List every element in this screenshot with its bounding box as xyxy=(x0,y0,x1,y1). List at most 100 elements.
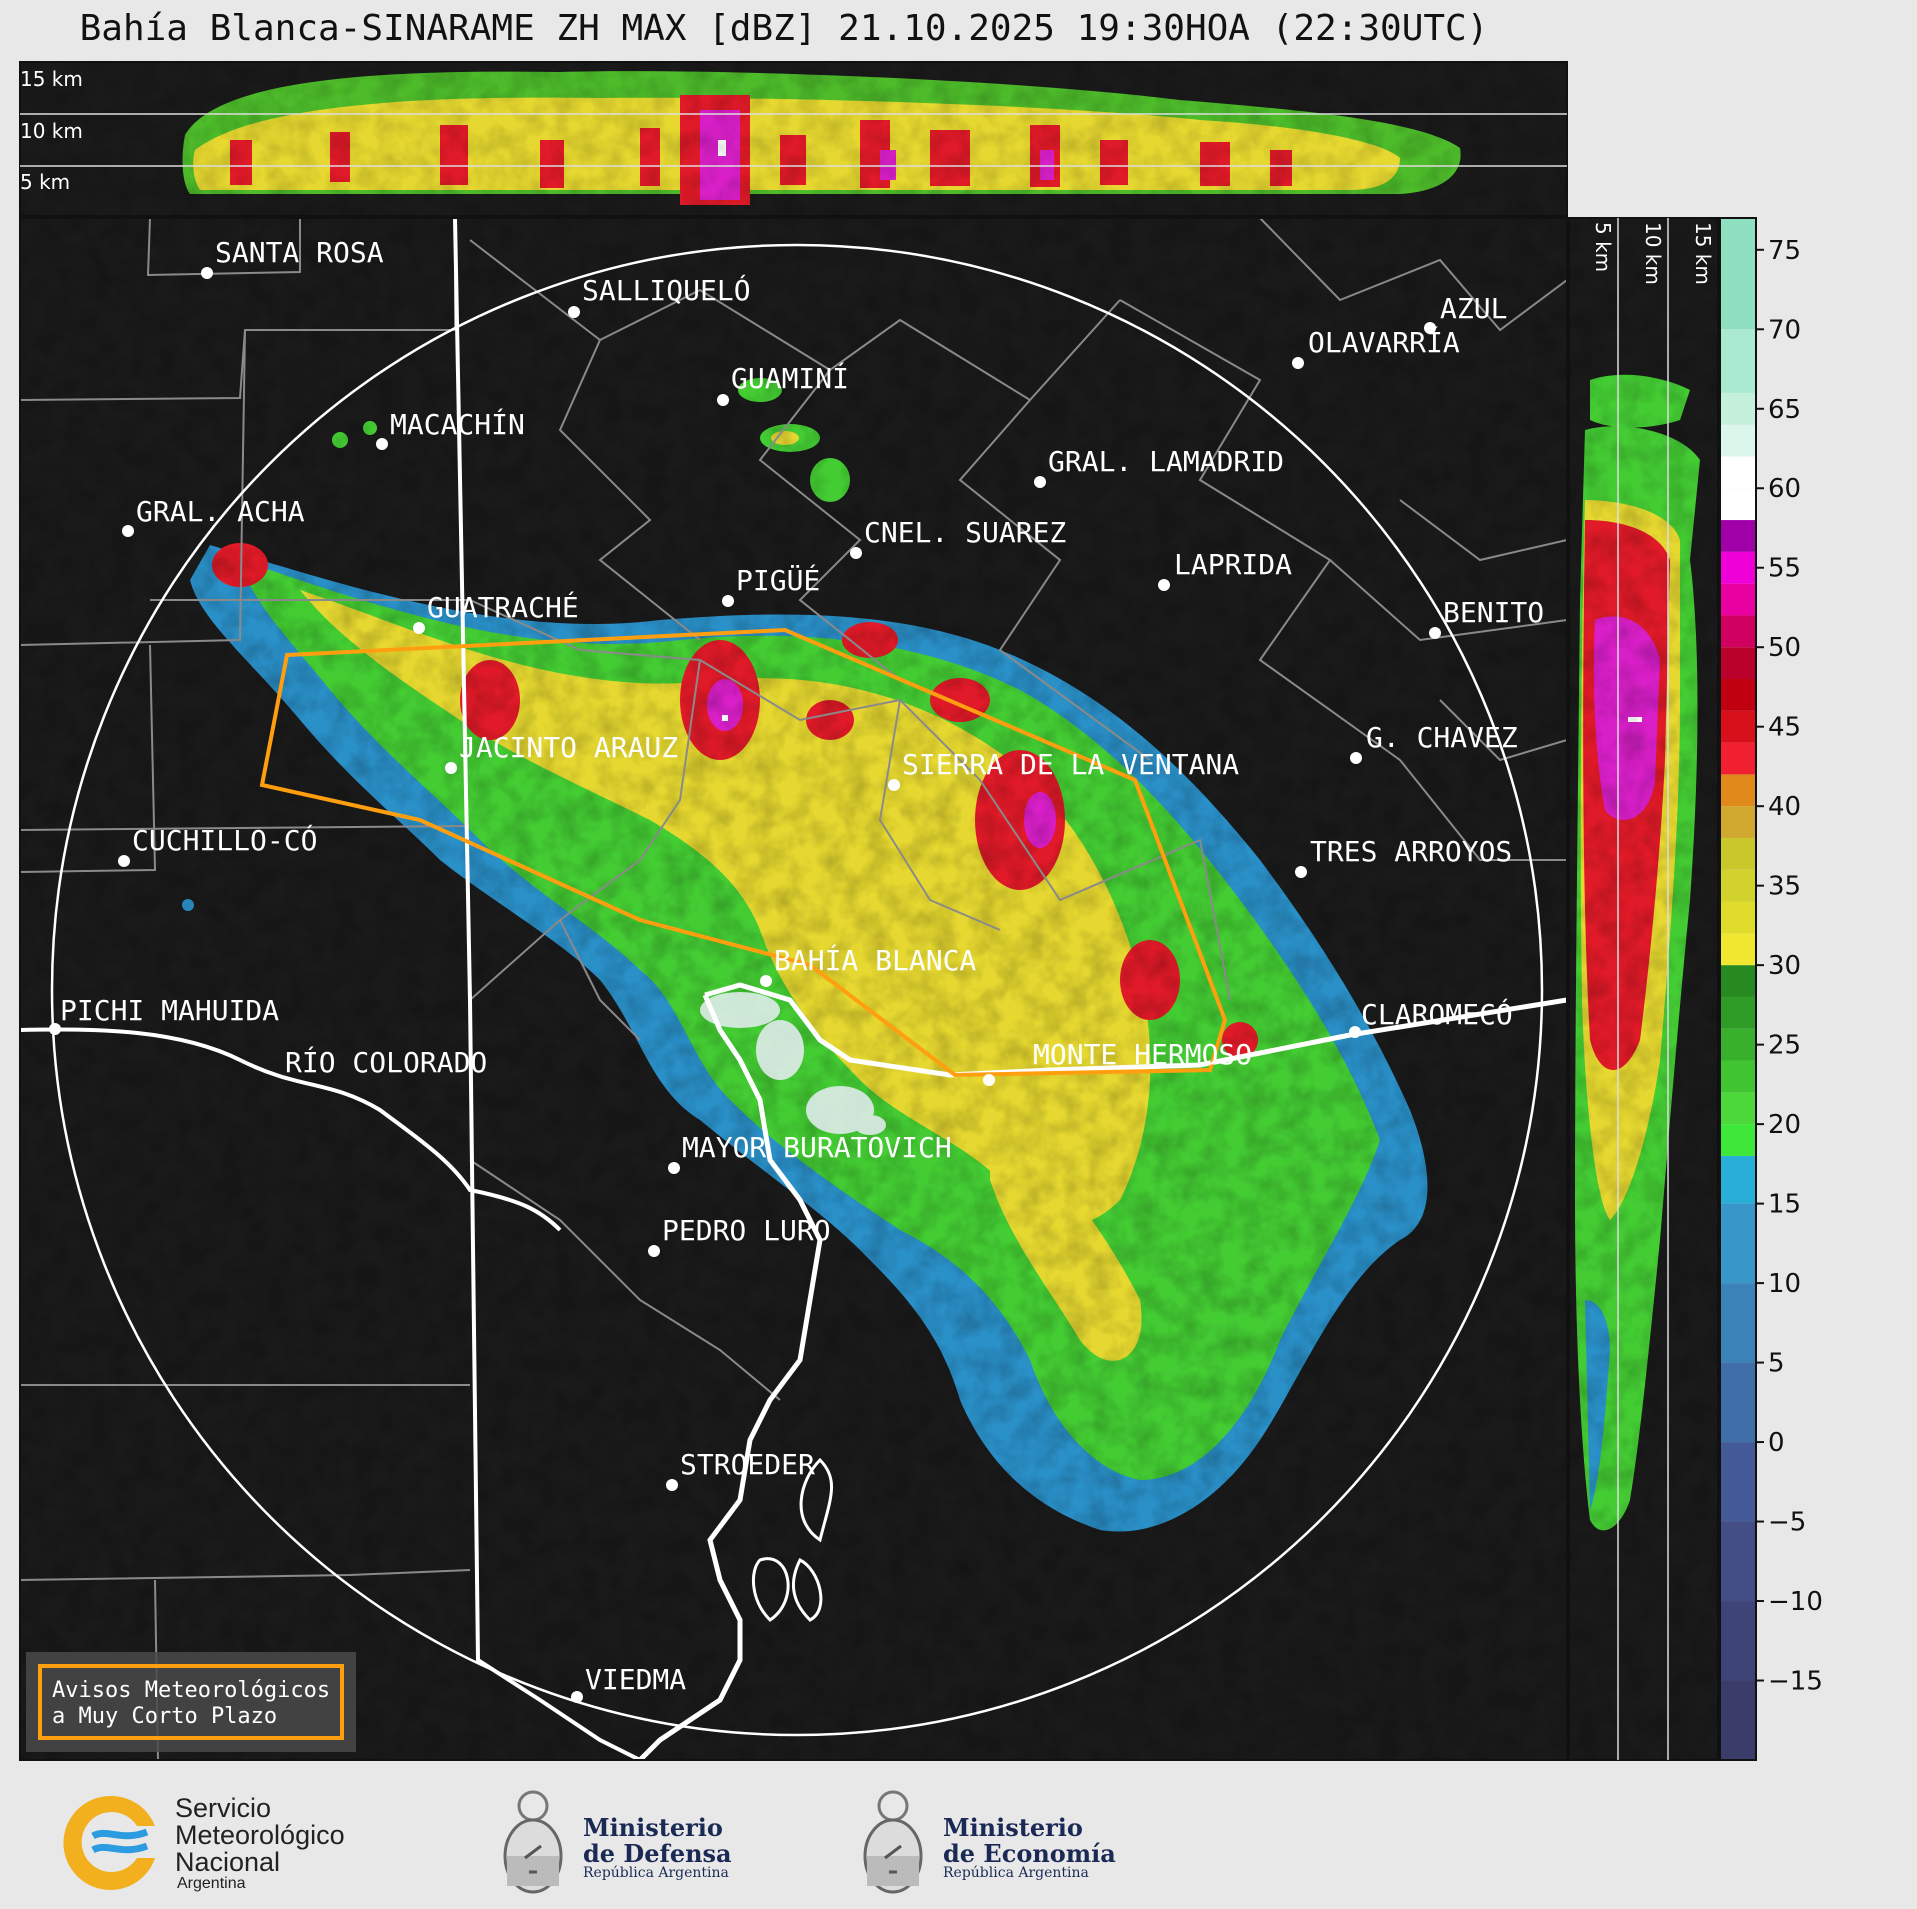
warning-legend-box: Avisos Meteorológicos a Muy Corto Plazo xyxy=(26,1652,356,1752)
city-label: MONTE HERMOSO xyxy=(1033,1038,1252,1071)
city-dot xyxy=(666,1479,678,1491)
national-shield-icon xyxy=(863,1790,923,1894)
colorbar-segment xyxy=(1720,869,1756,902)
colorbar-tick-label: 60 xyxy=(1768,474,1801,504)
smn-line-4: Argentina xyxy=(177,1874,246,1892)
city-label: TRES ARROYOS xyxy=(1310,835,1512,868)
colorbar-segment xyxy=(1720,1060,1756,1093)
colorbar-tick-label: 5 xyxy=(1768,1349,1785,1379)
city-label: JACINTO ARAUZ xyxy=(459,731,678,764)
city-dot xyxy=(1295,866,1307,878)
top-height-10km: 10 km xyxy=(20,119,83,143)
economia-line-3: República Argentina xyxy=(943,1864,1089,1881)
colorbar-segment xyxy=(1720,806,1756,838)
colorbar-segment xyxy=(1720,679,1756,711)
city-label: PEDRO LURO xyxy=(662,1214,831,1247)
provincial-boundary xyxy=(453,218,641,1760)
coastline-south xyxy=(638,994,823,1760)
map-title: Bahía Blanca-SINARAME ZH MAX [dBZ] 21.10… xyxy=(79,8,1489,49)
colorbar-tick-label: 25 xyxy=(1768,1031,1801,1061)
defensa-line-2: de Defensa xyxy=(583,1838,732,1868)
colorbar-segment xyxy=(1720,329,1756,393)
colorbar-segment xyxy=(1720,996,1756,1029)
colorbar-segment xyxy=(1720,647,1756,680)
colorbar-tick-label: 55 xyxy=(1768,554,1801,584)
smn-line-2: Meteorológico xyxy=(175,1819,345,1850)
colorbar-segment xyxy=(1720,1362,1756,1443)
city-dot xyxy=(1429,627,1441,639)
smn-line-1: Servicio xyxy=(175,1792,272,1823)
colorbar-segment xyxy=(1720,1092,1756,1125)
city-dot xyxy=(445,762,457,774)
colorbar-tick-label: 75 xyxy=(1768,236,1801,266)
colorbar-segment xyxy=(1720,1680,1756,1760)
city-label: MACACHÍN xyxy=(390,407,525,441)
city-label: PIGÜÉ xyxy=(736,563,820,597)
colorbar-tick-label: 35 xyxy=(1768,872,1801,902)
city-label: LAPRIDA xyxy=(1174,548,1292,581)
city-dot xyxy=(850,547,862,559)
city-label: CLAROMECÓ xyxy=(1361,997,1513,1031)
city-dot xyxy=(888,779,900,791)
defensa-logo: Ministerio de Defensa República Argentin… xyxy=(495,1788,732,1908)
colorbar-segment xyxy=(1720,392,1756,425)
top-height-panel: 15 km 10 km 5 km xyxy=(19,61,1568,217)
side-height-10km: 10 km xyxy=(1641,222,1665,285)
legend-line-1: Avisos Meteorológicos xyxy=(52,1678,330,1703)
colorbar-segment xyxy=(1720,837,1756,870)
city-dot xyxy=(201,267,213,279)
colorbar-segment xyxy=(1720,1155,1756,1204)
city-dot xyxy=(1158,579,1170,591)
range-ring xyxy=(50,243,1544,1737)
colorbar-tick-label: 10 xyxy=(1768,1269,1801,1299)
city-label: BENITO xyxy=(1443,596,1544,629)
city-dot xyxy=(1350,752,1362,764)
colorbar-tick-label: 20 xyxy=(1768,1110,1801,1140)
colorbar-segment xyxy=(1720,933,1756,966)
colorbar-segment xyxy=(1720,520,1756,552)
colorbar-tick-label: −15 xyxy=(1768,1667,1823,1697)
colorbar-segment xyxy=(1720,1028,1756,1061)
colorbar-segment xyxy=(1720,901,1756,934)
colorbar-segment xyxy=(1720,774,1756,807)
city-dot xyxy=(571,1691,583,1703)
city-dot xyxy=(1424,322,1436,334)
city-dot xyxy=(118,855,130,867)
city-dot xyxy=(668,1162,680,1174)
city-label: GUAMINÍ xyxy=(731,361,849,395)
side-height-panel: 5 km 10 km 15 km xyxy=(1568,217,1719,1761)
colorbar-segment xyxy=(1720,1521,1756,1602)
colorbar-tick-label: −5 xyxy=(1768,1508,1806,1538)
city-label: MAYOR BURATOVICH xyxy=(682,1131,952,1164)
city-label: OLAVARRÍA xyxy=(1308,325,1460,359)
side-height-5km: 5 km xyxy=(1591,222,1615,272)
colorbar-segment xyxy=(1720,1203,1756,1284)
colorbar-segment xyxy=(1720,583,1756,616)
colorbar-tick-label: 70 xyxy=(1768,315,1801,345)
economia-line-2: de Economía xyxy=(943,1838,1116,1868)
smn-emblem-icon xyxy=(63,1795,156,1890)
colorbar-tick-label: 65 xyxy=(1768,395,1801,425)
colorbar-tick-label: −10 xyxy=(1768,1587,1823,1617)
city-dot xyxy=(983,1074,995,1086)
colorbar-tick-label: 15 xyxy=(1768,1190,1801,1220)
city-dot xyxy=(568,306,580,318)
city-label: BAHÍA BLANCA xyxy=(774,943,976,977)
city-label: RÍO COLORADO xyxy=(285,1045,487,1079)
city-dot xyxy=(648,1245,660,1257)
city-dot xyxy=(1292,357,1304,369)
city-label: SIERRA DE LA VENTANA xyxy=(902,748,1239,781)
smn-logo: Servicio Meteorológico Nacional Argentin… xyxy=(55,1788,345,1898)
colorbar-segment xyxy=(1720,218,1756,330)
colorbar-segment xyxy=(1720,551,1756,584)
city-dot xyxy=(413,622,425,634)
city-label: CNEL. SUAREZ xyxy=(864,516,1066,549)
smn-line-3: Nacional xyxy=(175,1846,281,1877)
city-dot xyxy=(1349,1026,1361,1038)
city-dot xyxy=(122,525,134,537)
city-label: GUATRACHÉ xyxy=(427,590,579,624)
colorbar-segment xyxy=(1720,424,1756,457)
city-label: GRAL. ACHA xyxy=(136,495,305,528)
city-dot xyxy=(376,438,388,450)
